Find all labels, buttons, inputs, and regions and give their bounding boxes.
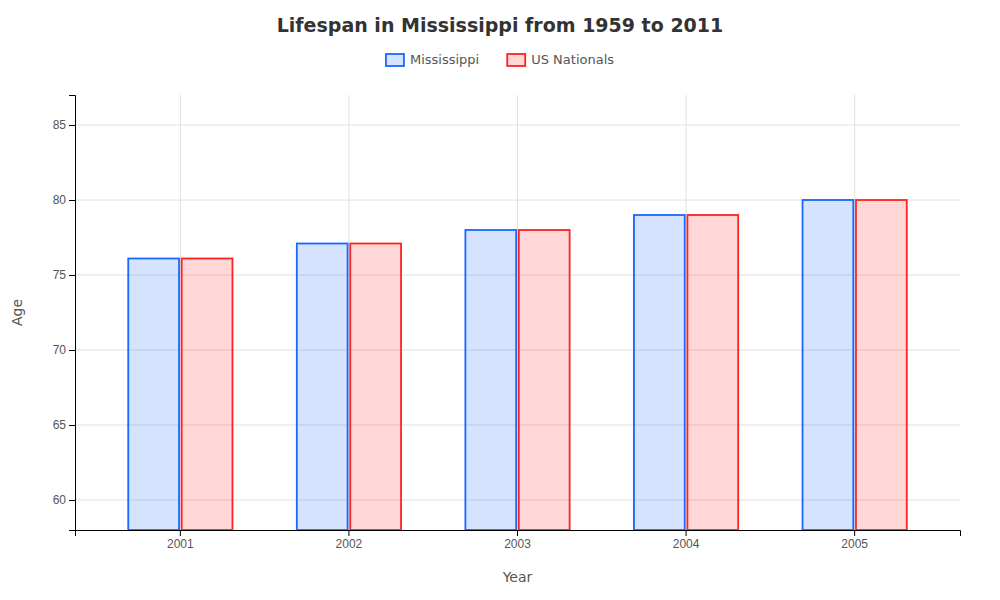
legend-label: Mississippi (410, 52, 479, 67)
x-tick-mark (180, 530, 181, 536)
grid (75, 95, 960, 530)
chart-container: 2001 2002 2003 2004 2005 60 65 70 75 80 85 Year Age L… (0, 0, 1000, 600)
y-tick-mark (69, 200, 75, 201)
bar (634, 215, 685, 530)
bar-series (128, 200, 853, 530)
y-tick: 75 (53, 268, 75, 282)
grid-line-x (180, 95, 181, 530)
legend-swatch (386, 54, 404, 66)
y-tick: 65 (53, 418, 75, 432)
y-tick-label: 70 (53, 343, 67, 357)
x-tick: 2001 (167, 530, 194, 551)
bar (856, 200, 907, 530)
y-tick-label: 65 (53, 418, 67, 432)
x-axis-title: Year (502, 569, 533, 585)
x-tick: 2002 (336, 530, 363, 551)
y-axis-line (69, 96, 76, 531)
x-tick-mark (517, 530, 518, 536)
bar (803, 200, 854, 530)
y-tick-mark (69, 500, 75, 501)
bar (350, 244, 401, 531)
plot-area: 2001 2002 2003 2004 2005 60 65 70 75 80 85 (53, 95, 961, 551)
y-tick-label: 80 (53, 193, 67, 207)
y-tick-mark (69, 425, 75, 426)
chart-title: Lifespan in Mississippi from 1959 to 201… (277, 14, 724, 36)
bar (182, 259, 233, 531)
grid-line-x (517, 95, 518, 530)
bar-series (182, 200, 907, 530)
grid-line-x (686, 95, 687, 530)
x-axis: 2001 2002 2003 2004 2005 (76, 530, 961, 551)
x-tick: 2004 (673, 530, 700, 551)
y-tick: 70 (53, 343, 75, 357)
y-axis-title: Age (9, 299, 25, 326)
grid-line-x (348, 95, 349, 530)
x-axis-line (76, 531, 961, 537)
x-tick-label: 2005 (841, 537, 868, 551)
x-tick-mark (348, 530, 349, 536)
x-tick-mark (854, 530, 855, 536)
bar (687, 215, 738, 530)
x-tick-mark (686, 530, 687, 536)
y-tick: 60 (53, 493, 75, 507)
bar (297, 244, 348, 531)
legend-label: US Nationals (531, 52, 614, 67)
bar (465, 230, 516, 530)
bar (519, 230, 570, 530)
x-tick-label: 2003 (504, 537, 531, 551)
bar (128, 259, 179, 531)
y-tick-mark (69, 350, 75, 351)
x-tick-label: 2001 (167, 537, 194, 551)
legend-swatch (507, 54, 525, 66)
y-axis: 60 65 70 75 80 85 (53, 96, 76, 531)
y-tick-mark (69, 125, 75, 126)
x-tick-label: 2004 (673, 537, 700, 551)
y-tick-label: 85 (53, 118, 67, 132)
chart-svg: 2001 2002 2003 2004 2005 60 65 70 75 80 85 Year Age L… (0, 0, 1000, 600)
legend: Mississippi US Nationals (386, 52, 614, 67)
y-tick: 80 (53, 193, 75, 207)
bars (128, 200, 907, 530)
x-tick: 2005 (841, 530, 868, 551)
y-tick-mark (69, 275, 75, 276)
y-tick-label: 60 (53, 493, 67, 507)
legend-item: US Nationals (507, 52, 614, 67)
y-tick: 85 (53, 118, 75, 132)
grid-line-x (854, 95, 855, 530)
y-tick-label: 75 (53, 268, 67, 282)
legend-item: Mississippi (386, 52, 479, 67)
x-tick: 2003 (504, 530, 531, 551)
x-tick-label: 2002 (336, 537, 363, 551)
